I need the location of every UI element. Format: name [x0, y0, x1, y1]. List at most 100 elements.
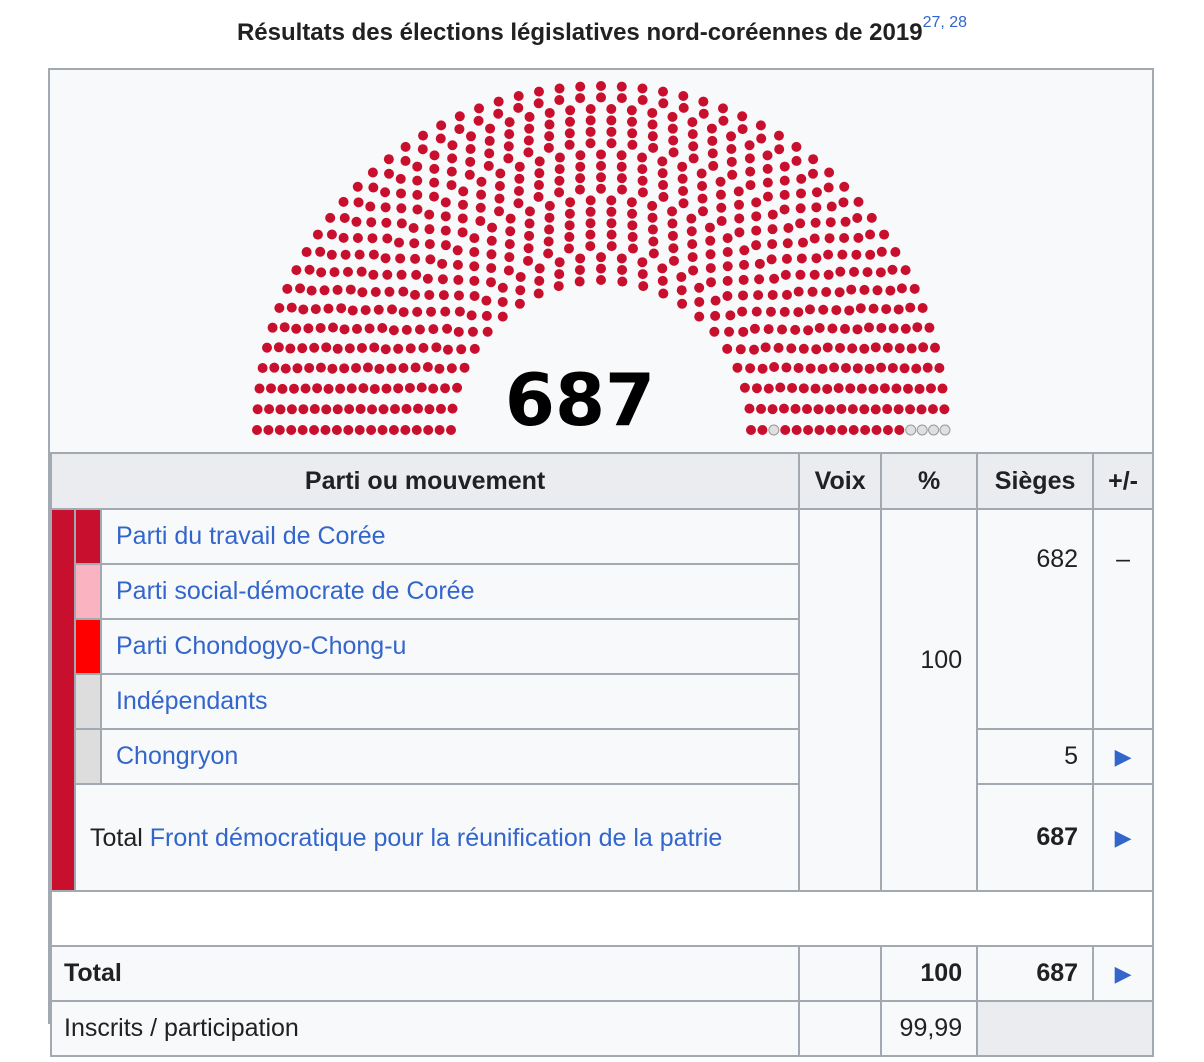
seat-dot: [368, 182, 379, 193]
seat-dot: [790, 324, 801, 335]
seat-dot: [637, 257, 648, 268]
seat-dot: [523, 147, 534, 158]
seat-dot: [667, 123, 678, 134]
seat-dot: [564, 243, 575, 254]
seat-dot: [825, 425, 836, 435]
seat-dot: [893, 304, 904, 315]
seat-dot: [423, 425, 434, 435]
seat-dot: [369, 342, 380, 353]
seat-dot: [859, 343, 870, 354]
seat-dot: [554, 164, 565, 175]
seat-dot: [779, 306, 790, 317]
seat-dot: [900, 265, 911, 276]
seat-dot: [826, 201, 837, 212]
seat-dot: [939, 424, 951, 436]
seat-dot: [457, 227, 468, 238]
seat-dot: [773, 130, 784, 141]
total-label: Total: [49, 945, 801, 1002]
seat-dot: [469, 343, 480, 354]
expand-arrow-icon[interactable]: ▶: [1092, 728, 1154, 785]
seat-dot: [893, 404, 904, 415]
seat-dot: [775, 382, 786, 393]
seat-dot: [440, 211, 451, 222]
seat-dot: [627, 243, 638, 254]
seat-dot: [796, 253, 807, 264]
seat-dot: [767, 404, 778, 415]
seat-dot: [905, 302, 916, 313]
seat-dot: [596, 81, 606, 91]
expand-arrow-icon[interactable]: ▶: [1092, 945, 1154, 1002]
seat-dot: [647, 107, 658, 118]
seat-dot: [809, 269, 820, 280]
seat-dot: [876, 246, 887, 257]
seat-dot: [481, 310, 492, 321]
party-link-ptc[interactable]: Parti du travail de Corée: [115, 522, 386, 550]
seat-dot: [687, 239, 698, 250]
seat-dot: [837, 249, 848, 260]
seat-dot: [825, 217, 836, 228]
seat-dot: [694, 282, 705, 293]
front-link[interactable]: Front démocratique pour la réunification…: [149, 823, 723, 852]
seat-dot: [266, 383, 277, 394]
seat-dot: [648, 142, 659, 153]
seat-dot: [870, 342, 881, 353]
seat-dot: [882, 404, 893, 415]
seat-dot: [409, 238, 420, 249]
seat-dot: [453, 326, 464, 337]
seat-dot: [332, 404, 343, 415]
seat-dot: [476, 189, 487, 200]
seat-dot: [440, 197, 451, 208]
seat-dot: [627, 139, 638, 150]
seat-dot: [749, 344, 760, 355]
seat-dot: [312, 229, 323, 240]
reference-links[interactable]: 27, 28: [922, 14, 968, 31]
seat-dot: [814, 425, 825, 435]
seat-dot: [710, 295, 721, 306]
seat-dot: [487, 222, 498, 233]
seat-dot: [320, 425, 331, 435]
seat-dot: [585, 103, 596, 114]
seat-dot: [358, 383, 369, 394]
seat-dot: [744, 153, 755, 164]
seat-dot: [503, 141, 514, 152]
seat-dot: [411, 425, 422, 435]
turnout-empty: [976, 1000, 1154, 1057]
seat-dot: [937, 383, 948, 394]
seat-dot: [382, 269, 393, 280]
seat-dot: [934, 362, 945, 373]
seat-dot: [706, 277, 717, 288]
party-link-psdc[interactable]: Parti social-démocrate de Corée: [115, 577, 475, 605]
seat-dot: [442, 344, 453, 355]
seat-dot: [533, 191, 544, 202]
seat-dot: [275, 404, 286, 415]
party-link-chondogyo[interactable]: Parti Chondogyo-Chong-u: [115, 632, 407, 660]
seat-dot: [697, 193, 708, 204]
party-link-independants[interactable]: Indépendants: [115, 687, 268, 715]
seat-total-label: 687: [505, 358, 655, 442]
seat-dot: [745, 180, 756, 191]
expand-arrow-icon[interactable]: ▶: [1092, 783, 1154, 892]
seat-dot: [280, 363, 291, 374]
seat-dot: [332, 284, 343, 295]
seat-dot: [687, 129, 698, 140]
seat-dot: [297, 343, 308, 354]
seat-dot: [606, 126, 617, 137]
seat-dot: [524, 230, 535, 241]
seat-dot: [727, 169, 738, 180]
seat-dot: [939, 404, 950, 415]
seat-dot: [647, 200, 658, 211]
results-table: Parti ou mouvement Voix % Sièges +/- Par…: [49, 452, 1154, 1057]
seat-dot: [458, 199, 468, 210]
seat-dot: [767, 289, 778, 300]
seat-dot: [637, 269, 648, 280]
seat-dot: [606, 195, 617, 206]
seat-dot: [412, 161, 423, 172]
seat-dot: [388, 425, 399, 435]
seat-dot: [514, 161, 525, 172]
party-link-chongryon[interactable]: Chongryon: [115, 742, 239, 770]
seat-dot: [564, 139, 575, 150]
seat-dot: [648, 236, 659, 247]
seat-dot: [263, 425, 274, 435]
seat-dot: [438, 290, 449, 301]
seat-dot: [864, 363, 875, 374]
